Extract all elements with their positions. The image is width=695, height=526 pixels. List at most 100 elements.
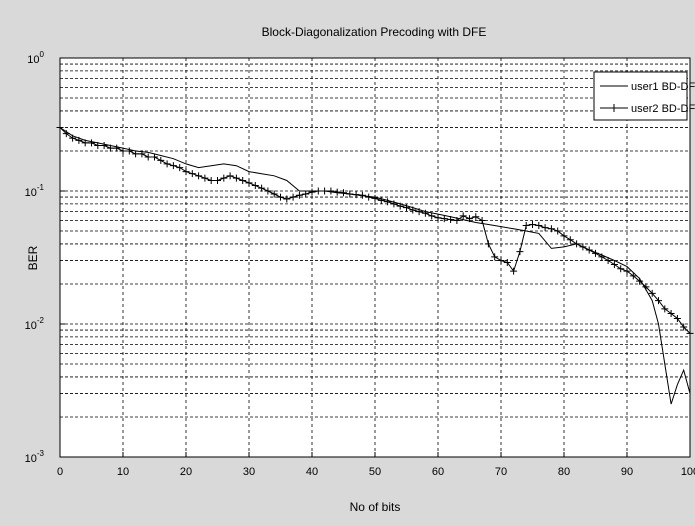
- legend-label-2: user2 BD-DFE: [631, 103, 695, 115]
- series-2-point: [585, 246, 593, 254]
- series-2-point: [396, 202, 404, 210]
- series-2-point: [371, 194, 379, 202]
- series-2-point: [472, 213, 480, 221]
- series-2-point: [289, 193, 297, 201]
- series-2-point: [667, 309, 675, 317]
- x-tick-label: 100: [681, 466, 695, 478]
- series-2-point: [673, 314, 681, 322]
- series-2-point: [598, 253, 606, 261]
- y-axis-ticks: 100 10-1 10-2 10-3: [25, 50, 65, 465]
- series-2-point: [81, 139, 89, 147]
- series-2-point: [176, 164, 184, 172]
- series-2-point: [295, 191, 303, 199]
- x-axis-label: No of bits: [350, 500, 401, 514]
- series-2-point: [62, 130, 70, 138]
- series-2-point: [522, 222, 530, 230]
- series-2-point: [680, 323, 688, 331]
- series-2-point: [163, 160, 171, 168]
- series-2-point: [138, 150, 146, 158]
- series-2-point: [629, 272, 637, 280]
- series-2-point: [358, 191, 366, 199]
- series-2-point: [226, 172, 234, 180]
- series-2-point: [321, 187, 329, 195]
- series-2-point: [314, 187, 322, 195]
- series-2-point: [188, 170, 196, 178]
- series-2-point: [182, 168, 190, 176]
- series-2-point: [113, 144, 121, 152]
- series-2-point: [390, 200, 398, 208]
- series-2-point: [88, 139, 95, 147]
- series-2-point: [554, 227, 562, 235]
- x-tick-label: 30: [243, 466, 255, 478]
- y-axis-label: BER: [26, 245, 40, 270]
- series-2-point: [270, 190, 278, 198]
- series-2-point: [327, 187, 335, 195]
- series-2-point: [604, 257, 612, 265]
- series-2-point: [207, 176, 215, 184]
- series-2-point: [434, 214, 442, 222]
- series-2-point: [245, 179, 253, 187]
- series-2-point: [491, 253, 499, 261]
- series-2-point: [409, 206, 417, 214]
- series-2-point: [478, 217, 486, 225]
- x-tick-label: 70: [495, 466, 507, 478]
- series-2-point: [384, 198, 392, 206]
- series-2-point: [144, 153, 152, 161]
- series-2-point: [94, 141, 102, 149]
- series-2-point: [415, 208, 423, 216]
- y-tick-label: 100: [27, 50, 44, 66]
- series-2-point: [421, 209, 429, 217]
- series-2-point: [440, 215, 448, 223]
- series-2-point: [484, 240, 492, 248]
- series-2-point: [510, 267, 518, 275]
- series-2-point: [232, 174, 240, 182]
- series-2-point: [403, 204, 410, 212]
- series-2-point: [220, 174, 228, 182]
- series-2-point: [346, 190, 354, 198]
- x-tick-label: 60: [432, 466, 444, 478]
- series-2-point: [283, 195, 291, 203]
- y-tick-label: 10-3: [25, 449, 45, 465]
- series-2-point: [566, 236, 574, 244]
- series-2-point: [365, 193, 373, 201]
- series-2-point: [151, 153, 158, 161]
- series-2-point: [529, 220, 536, 228]
- series-2-point: [642, 283, 650, 291]
- series-2-point: [106, 144, 114, 152]
- legend-label-1: user1 BD-DFE: [631, 81, 695, 93]
- chart-title: Block-Diagonalization Precoding with DFE: [262, 25, 487, 39]
- series-2-point: [169, 162, 177, 170]
- x-axis-ticks: 0 10 20 30 40 50 60 70 80 90 100: [57, 452, 695, 478]
- x-tick-label: 90: [621, 466, 633, 478]
- series-2-point: [302, 190, 310, 198]
- series-2-point: [119, 147, 127, 155]
- series-2-point: [573, 240, 581, 248]
- y-tick-label: 10-1: [25, 183, 45, 199]
- series-2-point: [258, 184, 266, 192]
- series-2-point: [201, 174, 209, 182]
- x-tick-label: 0: [57, 466, 63, 478]
- x-tick-label: 20: [180, 466, 192, 478]
- series-2-point: [264, 187, 272, 195]
- series-2-point: [333, 188, 341, 196]
- legend-marker-2: [610, 104, 618, 112]
- series-2-point: [648, 289, 656, 297]
- legend-box: [593, 71, 688, 121]
- series-2-point: [75, 136, 83, 144]
- series-2-point: [610, 261, 618, 269]
- series-2-point: [560, 232, 568, 240]
- series-2-point: [69, 134, 77, 142]
- series-2-point: [157, 156, 165, 164]
- series-2-point: [547, 225, 555, 233]
- series-2-point: [655, 297, 662, 305]
- series-2-point: [497, 257, 505, 265]
- series-2-point: [132, 150, 140, 158]
- series-2-point: [340, 189, 347, 197]
- series-layer: [56, 124, 694, 405]
- series-2-point: [661, 305, 669, 313]
- series-2-point: [516, 248, 524, 256]
- series-2-point: [459, 212, 467, 220]
- x-tick-label: 40: [306, 466, 318, 478]
- y-tick-label: 10-2: [25, 316, 45, 332]
